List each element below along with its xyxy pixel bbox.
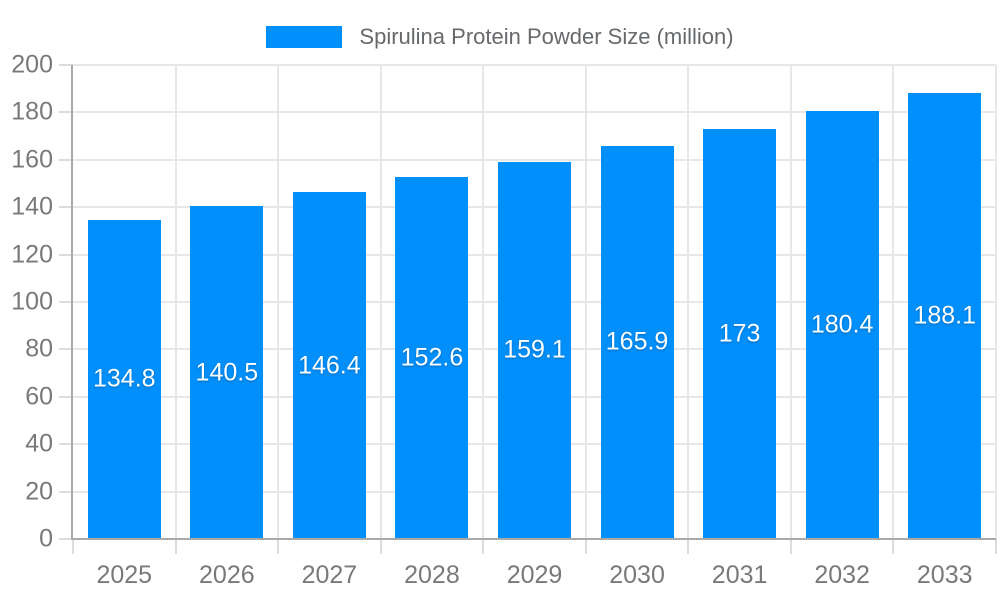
y-axis-tick xyxy=(59,158,73,161)
y-axis-label: 200 xyxy=(11,50,53,79)
y-axis-label: 80 xyxy=(25,334,53,363)
x-axis-label: 2031 xyxy=(711,561,768,589)
x-axis-tick xyxy=(584,539,587,554)
y-axis-tick xyxy=(59,490,73,493)
bar-value-label: 180.4 xyxy=(810,310,874,339)
bar-2027[interactable] xyxy=(292,192,366,539)
legend-item[interactable]: Spirulina Protein Powder Size (million) xyxy=(0,24,1000,50)
x-axis-label: 2028 xyxy=(404,561,460,589)
y-axis-label: 100 xyxy=(11,287,53,316)
x-axis-label: 2030 xyxy=(609,561,665,589)
x-axis-tick xyxy=(379,539,382,554)
y-axis-label: 0 xyxy=(39,524,53,553)
x-axis-tick xyxy=(72,539,74,554)
x-axis-label: 2025 xyxy=(96,561,153,589)
bar-2025[interactable] xyxy=(87,219,161,539)
y-axis-label: 160 xyxy=(11,145,53,174)
x-axis-tick xyxy=(482,539,485,554)
y-axis-label: 180 xyxy=(11,97,53,126)
y-gridline xyxy=(73,64,996,66)
y-gridline xyxy=(73,158,996,161)
bar-value-label: 165.9 xyxy=(605,327,669,356)
y-axis-label: 20 xyxy=(25,477,53,506)
bar-2033[interactable] xyxy=(908,93,982,539)
x-axis-label: 2033 xyxy=(916,561,973,589)
bar-2028[interactable] xyxy=(395,177,469,539)
y-axis-tick xyxy=(59,395,73,398)
x-axis-label: 2032 xyxy=(814,561,870,589)
y-axis-tick xyxy=(59,301,73,303)
y-axis-line xyxy=(71,65,73,539)
x-gridline xyxy=(174,65,177,539)
bar-value-label: 134.8 xyxy=(92,364,156,393)
bar-value-label: 188.1 xyxy=(913,301,976,330)
bar-value-label: 152.6 xyxy=(400,343,464,372)
bar-2031[interactable] xyxy=(703,128,777,539)
y-axis-tick xyxy=(59,111,73,114)
bar-value-label: 146.4 xyxy=(298,351,361,380)
bar-value-label: 173 xyxy=(718,319,761,348)
x-gridline xyxy=(584,65,587,539)
x-axis-line xyxy=(71,538,996,540)
x-axis-tick xyxy=(687,539,690,554)
bar-2029[interactable] xyxy=(498,161,571,539)
x-gridline xyxy=(892,65,895,539)
x-gridline xyxy=(277,65,280,539)
y-axis-tick xyxy=(59,443,73,446)
y-axis-label: 40 xyxy=(25,429,53,458)
x-gridline xyxy=(379,65,382,539)
y-axis-tick xyxy=(59,206,73,209)
bar-2026[interactable] xyxy=(190,206,264,539)
x-gridline xyxy=(789,65,792,539)
x-gridline xyxy=(482,65,485,539)
y-axis-label: 140 xyxy=(11,192,53,221)
bar-2030[interactable] xyxy=(600,145,674,539)
x-axis-tick xyxy=(789,539,792,554)
x-axis-tick xyxy=(277,539,280,554)
bar-2032[interactable] xyxy=(805,111,879,539)
x-axis-tick xyxy=(174,539,177,554)
bar-value-label: 159.1 xyxy=(503,335,566,364)
y-axis-tick xyxy=(59,64,73,66)
y-axis-tick xyxy=(59,348,73,351)
legend-label: Spirulina Protein Powder Size (million) xyxy=(359,24,734,49)
x-axis-tick xyxy=(892,539,895,554)
x-axis-label: 2029 xyxy=(506,561,563,589)
y-gridline xyxy=(73,111,996,114)
x-axis-label: 2026 xyxy=(199,561,255,589)
x-gridline xyxy=(995,65,997,539)
x-axis-tick xyxy=(995,539,997,554)
x-gridline xyxy=(687,65,690,539)
y-axis-label: 60 xyxy=(25,382,53,411)
bar-value-label: 140.5 xyxy=(195,358,259,386)
legend-swatch-icon xyxy=(266,26,343,48)
y-axis-label: 120 xyxy=(11,240,53,269)
x-axis-label: 2027 xyxy=(301,561,358,589)
y-axis-tick xyxy=(59,253,73,256)
y-axis-tick xyxy=(59,538,73,540)
